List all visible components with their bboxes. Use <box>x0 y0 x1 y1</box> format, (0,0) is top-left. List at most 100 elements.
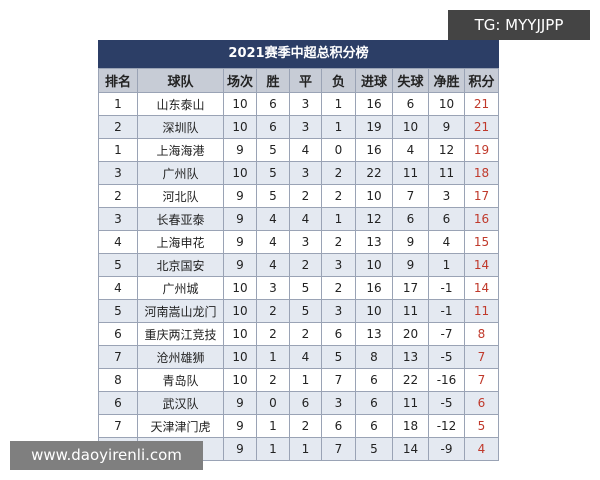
table-cell: 12 <box>355 207 393 231</box>
table-cell: 10 <box>223 161 257 185</box>
table-cell: 2 <box>321 184 356 208</box>
table-cell: 6 <box>355 414 393 438</box>
table-cell: 22 <box>355 161 393 185</box>
table-cell: 5 <box>98 299 138 323</box>
table-cell: 10 <box>223 322 257 346</box>
team-name: 青岛队 <box>137 368 224 392</box>
column-header: 平 <box>289 68 322 93</box>
table-cell: 11 <box>392 391 429 415</box>
table-cell: 6 <box>321 322 356 346</box>
table-cell: 5 <box>289 299 322 323</box>
table-cell: 10 <box>223 276 257 300</box>
table-cell: 2 <box>289 414 322 438</box>
column-header: 进球 <box>355 68 393 93</box>
table-cell: 12 <box>428 138 465 162</box>
table-cell: 21 <box>464 115 499 139</box>
table-cell: 6 <box>464 391 499 415</box>
table-cell: 10 <box>223 368 257 392</box>
column-header: 失球 <box>392 68 429 93</box>
table-title: 2021赛季中超总积分榜 <box>98 40 499 68</box>
table-cell: 9 <box>392 253 429 277</box>
table-cell: 1 <box>289 437 322 461</box>
table-cell: 5 <box>321 345 356 369</box>
column-header: 场次 <box>223 68 257 93</box>
table-cell: 13 <box>355 322 393 346</box>
team-name: 河南嵩山龙门 <box>137 299 224 323</box>
table-cell: 10 <box>355 253 393 277</box>
table-cell: 1 <box>98 138 138 162</box>
table-cell: 4 <box>464 437 499 461</box>
table-cell: 18 <box>392 414 429 438</box>
table-row: 7 天津津门虎 9 1 2 6 6 18 -12 5 <box>98 414 499 438</box>
table-cell: 9 <box>223 230 257 254</box>
table-cell: -16 <box>428 368 465 392</box>
table-cell: 9 <box>223 414 257 438</box>
table-cell: 11 <box>428 161 465 185</box>
table-cell: 2 <box>289 322 322 346</box>
table-cell: 14 <box>464 276 499 300</box>
table-cell: 9 <box>223 391 257 415</box>
table-cell: 0 <box>321 138 356 162</box>
table-cell: 5 <box>289 276 322 300</box>
table-cell: 10 <box>355 184 393 208</box>
table-cell: -1 <box>428 299 465 323</box>
table-row: 2 河北队 9 5 2 2 10 7 3 17 <box>98 184 499 208</box>
table-cell: 0 <box>256 391 290 415</box>
table-cell: 2 <box>321 230 356 254</box>
table-cell: 10 <box>428 92 465 116</box>
table-cell: 7 <box>392 184 429 208</box>
table-cell: 2 <box>98 184 138 208</box>
table-cell: 10 <box>223 299 257 323</box>
table-cell: 9 <box>223 138 257 162</box>
table-cell: 10 <box>223 92 257 116</box>
team-name: 重庆两江竞技 <box>137 322 224 346</box>
table-cell: 2 <box>289 184 322 208</box>
table-body: 1 山东泰山 10 6 3 1 16 6 10 21 2 深圳队 10 6 3 1 19 10 9 21 1 上海海港 9 5… <box>98 92 499 461</box>
table-cell: 4 <box>428 230 465 254</box>
table-cell: 8 <box>464 322 499 346</box>
table-cell: 17 <box>464 184 499 208</box>
table-cell: 2 <box>256 299 290 323</box>
standings-table: 2021赛季中超总积分榜 排名 球队 场次胜平负进球 失球 净胜 积分 1 山东泰山 10 6 3… <box>98 40 499 461</box>
table-cell: 11 <box>392 299 429 323</box>
table-cell: 20 <box>392 322 429 346</box>
table-cell: 15 <box>464 230 499 254</box>
table-cell: 4 <box>256 253 290 277</box>
table-cell: 7 <box>98 414 138 438</box>
table-cell: 3 <box>289 230 322 254</box>
table-cell: 4 <box>256 230 290 254</box>
table-row: 1 上海海港 9 5 4 0 16 4 12 19 <box>98 138 499 162</box>
table-cell: 9 <box>223 253 257 277</box>
table-cell: 9 <box>223 184 257 208</box>
table-cell: 4 <box>98 230 138 254</box>
team-name: 上海海港 <box>137 138 224 162</box>
team-name: 山东泰山 <box>137 92 224 116</box>
table-cell: 3 <box>428 184 465 208</box>
table-cell: 19 <box>355 115 393 139</box>
table-cell: 3 <box>289 115 322 139</box>
table-cell: 7 <box>321 368 356 392</box>
table-cell: 6 <box>289 391 322 415</box>
table-cell: 3 <box>256 276 290 300</box>
team-name: 河北队 <box>137 184 224 208</box>
table-cell: 10 <box>392 115 429 139</box>
table-cell: 7 <box>464 345 499 369</box>
table-cell: 5 <box>464 414 499 438</box>
table-cell: 6 <box>392 207 429 231</box>
table-cell: 5 <box>256 184 290 208</box>
table-row: 7 沧州雄狮 10 1 4 5 8 13 -5 7 <box>98 345 499 369</box>
table-cell: 6 <box>392 92 429 116</box>
table-cell: 9 <box>428 115 465 139</box>
table-cell: 13 <box>355 230 393 254</box>
table-cell: -5 <box>428 391 465 415</box>
table-cell: 4 <box>289 207 322 231</box>
table-cell: 2 <box>256 322 290 346</box>
team-name: 广州队 <box>137 161 224 185</box>
table-cell: 8 <box>98 368 138 392</box>
table-cell: -7 <box>428 322 465 346</box>
table-cell: 1 <box>321 115 356 139</box>
table-cell: 10 <box>223 345 257 369</box>
table-row: 6 武汉队 9 0 6 3 6 11 -5 6 <box>98 391 499 415</box>
table-cell: -5 <box>428 345 465 369</box>
